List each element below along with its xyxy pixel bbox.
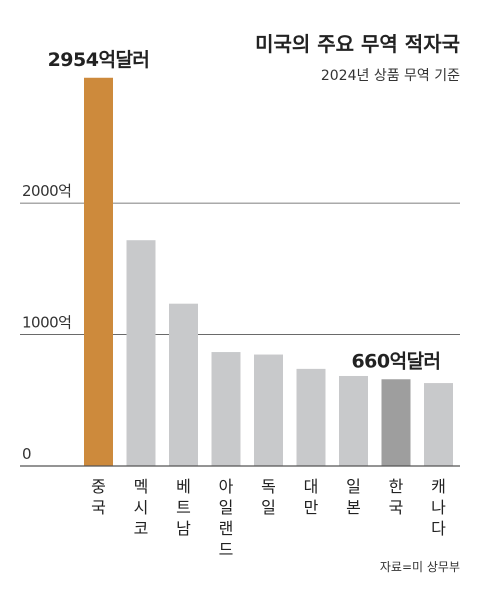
y-axis-tick-labels: 0 1000억 2000억 bbox=[22, 182, 72, 463]
bar bbox=[381, 379, 411, 466]
bars bbox=[84, 77, 453, 466]
bar bbox=[254, 354, 283, 466]
value-callouts: 2954억달러 660억달러 bbox=[48, 49, 441, 372]
chart-title: 미국의 주요 무역 적자국 bbox=[255, 32, 460, 56]
bar bbox=[339, 375, 368, 466]
chart-subtitle: 2024년 상품 무역 기준 bbox=[321, 68, 460, 84]
bar bbox=[211, 352, 241, 466]
y-tick-label: 0 bbox=[22, 445, 31, 463]
bar bbox=[169, 303, 198, 466]
y-tick-label: 2000억 bbox=[22, 182, 71, 200]
bar bbox=[126, 240, 156, 466]
category-labels: 중 국 멕 시 코 베 트 남 아 일 랜 드 독 일 대 만 일 본 한 국 캐 나 다 bbox=[91, 477, 446, 559]
value-callout: 2954억달러 bbox=[48, 49, 150, 71]
bar bbox=[424, 383, 453, 466]
bar bbox=[296, 368, 326, 466]
source-note: 자료=미 상무부 bbox=[380, 560, 460, 574]
bar bbox=[84, 77, 113, 466]
value-callout: 660억달러 bbox=[351, 350, 440, 372]
y-tick-label: 1000억 bbox=[22, 314, 71, 332]
